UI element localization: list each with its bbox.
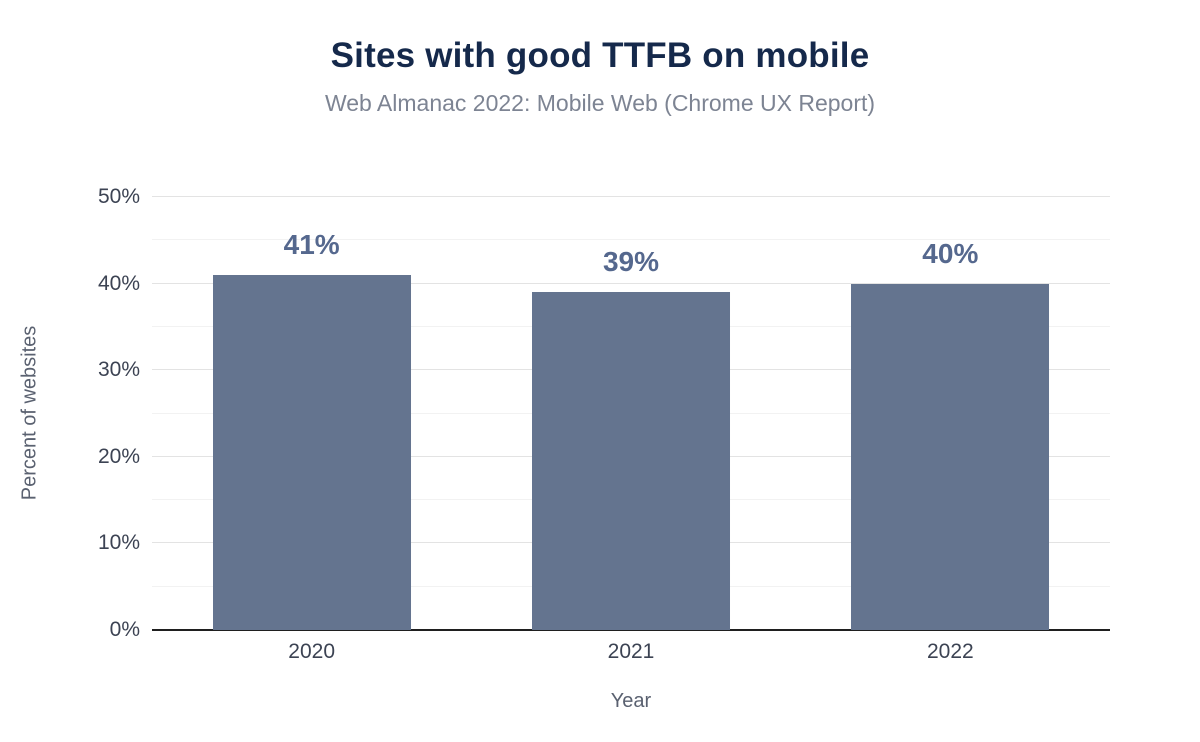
y-tick-label: 40% [97,271,140,295]
y-tick-labels: 0% 10% 20% 30% 40% 50% [0,185,140,641]
x-tick-label: 2020 [288,640,336,663]
bar-value-label: 41% [283,228,340,260]
x-tick-labels: 2020 2021 2022 [152,640,1110,670]
bar [532,292,730,630]
plot-area: 41% 39% 40% [152,196,1110,631]
chart-title: Sites with good TTFB on mobile [330,36,870,75]
bar [851,283,1050,630]
y-tick-label: 30% [97,358,140,382]
y-tick-label: 50% [97,185,140,208]
x-axis-line [152,629,1110,631]
gridline-major [152,196,1110,197]
x-tick-label: 2022 [926,640,974,663]
x-axis-title: Year [610,690,652,712]
y-tick-label: 0% [109,618,140,641]
bar [212,274,411,630]
y-tick-label: 20% [97,444,140,468]
x-tick-label: 2021 [607,640,655,663]
chart-subtitle: Web Almanac 2022: Mobile Web (Chrome UX … [324,90,876,116]
bar-value-label: 39% [602,246,660,278]
bar-value-label: 40% [922,237,979,269]
y-tick-label: 10% [97,531,140,555]
